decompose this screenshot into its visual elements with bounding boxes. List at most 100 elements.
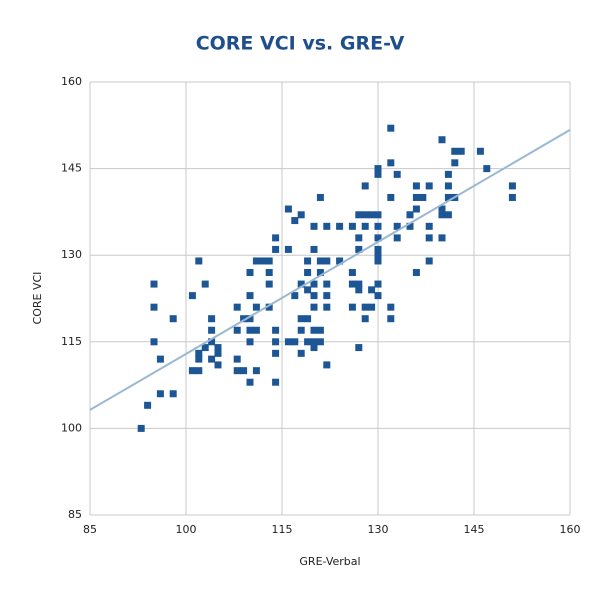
point (374, 257, 382, 265)
point (374, 292, 382, 300)
point (272, 245, 280, 253)
point (297, 326, 305, 334)
point (316, 269, 324, 277)
point (188, 292, 196, 300)
x-axis-label: GRE-Verbal (299, 555, 360, 568)
point (233, 367, 241, 375)
point (252, 367, 260, 375)
point (252, 326, 260, 334)
point (259, 257, 267, 265)
point (323, 257, 331, 265)
point (355, 286, 363, 294)
point (240, 315, 248, 323)
y-tick-label: 145 (61, 162, 82, 175)
point (355, 280, 363, 288)
point (412, 193, 420, 201)
point (425, 222, 433, 230)
point (304, 315, 312, 323)
x-tick-label: 85 (83, 523, 97, 536)
point (246, 378, 254, 386)
point (156, 355, 164, 363)
point (304, 338, 312, 346)
point (374, 165, 382, 173)
x-tick-label: 160 (560, 523, 581, 536)
point (291, 292, 299, 300)
point (252, 257, 260, 265)
point (457, 147, 465, 155)
point (156, 390, 164, 398)
point (246, 338, 254, 346)
point (272, 326, 280, 334)
point (265, 269, 273, 277)
point (451, 159, 459, 167)
point (508, 193, 516, 201)
x-tick-label: 100 (176, 523, 197, 536)
point (208, 326, 216, 334)
point (323, 292, 331, 300)
point (284, 245, 292, 253)
point (310, 292, 318, 300)
point (374, 170, 382, 178)
point (374, 234, 382, 242)
point (265, 257, 273, 265)
point (355, 211, 363, 219)
point (291, 338, 299, 346)
point (323, 222, 331, 230)
point (272, 349, 280, 357)
point (412, 269, 420, 277)
point (252, 303, 260, 311)
point (272, 338, 280, 346)
point (348, 269, 356, 277)
point (246, 292, 254, 300)
point (169, 390, 177, 398)
point (368, 286, 376, 294)
x-tick-label: 130 (368, 523, 389, 536)
point (310, 280, 318, 288)
point (150, 280, 158, 288)
trendline (89, 129, 571, 411)
point (374, 251, 382, 259)
point (393, 222, 401, 230)
point (444, 170, 452, 178)
point (316, 193, 324, 201)
x-tick-label: 115 (272, 523, 293, 536)
point (368, 211, 376, 219)
point (374, 245, 382, 253)
point (387, 303, 395, 311)
point (246, 326, 254, 334)
point (374, 280, 382, 288)
point (444, 211, 452, 219)
point (451, 147, 459, 155)
point (284, 338, 292, 346)
point (438, 234, 446, 242)
point (508, 182, 516, 190)
point (246, 269, 254, 277)
point (150, 303, 158, 311)
point (387, 159, 395, 167)
point (201, 280, 209, 288)
chart-title: CORE VCI vs. GRE-V (196, 33, 405, 55)
point (323, 303, 331, 311)
point (425, 257, 433, 265)
y-tick-label: 160 (61, 75, 82, 88)
point (348, 280, 356, 288)
y-tick-label: 100 (61, 421, 82, 434)
point (444, 182, 452, 190)
point (387, 193, 395, 201)
point (214, 361, 222, 369)
point (310, 245, 318, 253)
point (355, 245, 363, 253)
point (438, 205, 446, 213)
point (272, 234, 280, 242)
point (412, 182, 420, 190)
point (265, 303, 273, 311)
point (310, 303, 318, 311)
point (476, 147, 484, 155)
point (361, 211, 369, 219)
point (201, 344, 209, 352)
point (208, 315, 216, 323)
point (233, 303, 241, 311)
point (310, 338, 318, 346)
point (272, 378, 280, 386)
